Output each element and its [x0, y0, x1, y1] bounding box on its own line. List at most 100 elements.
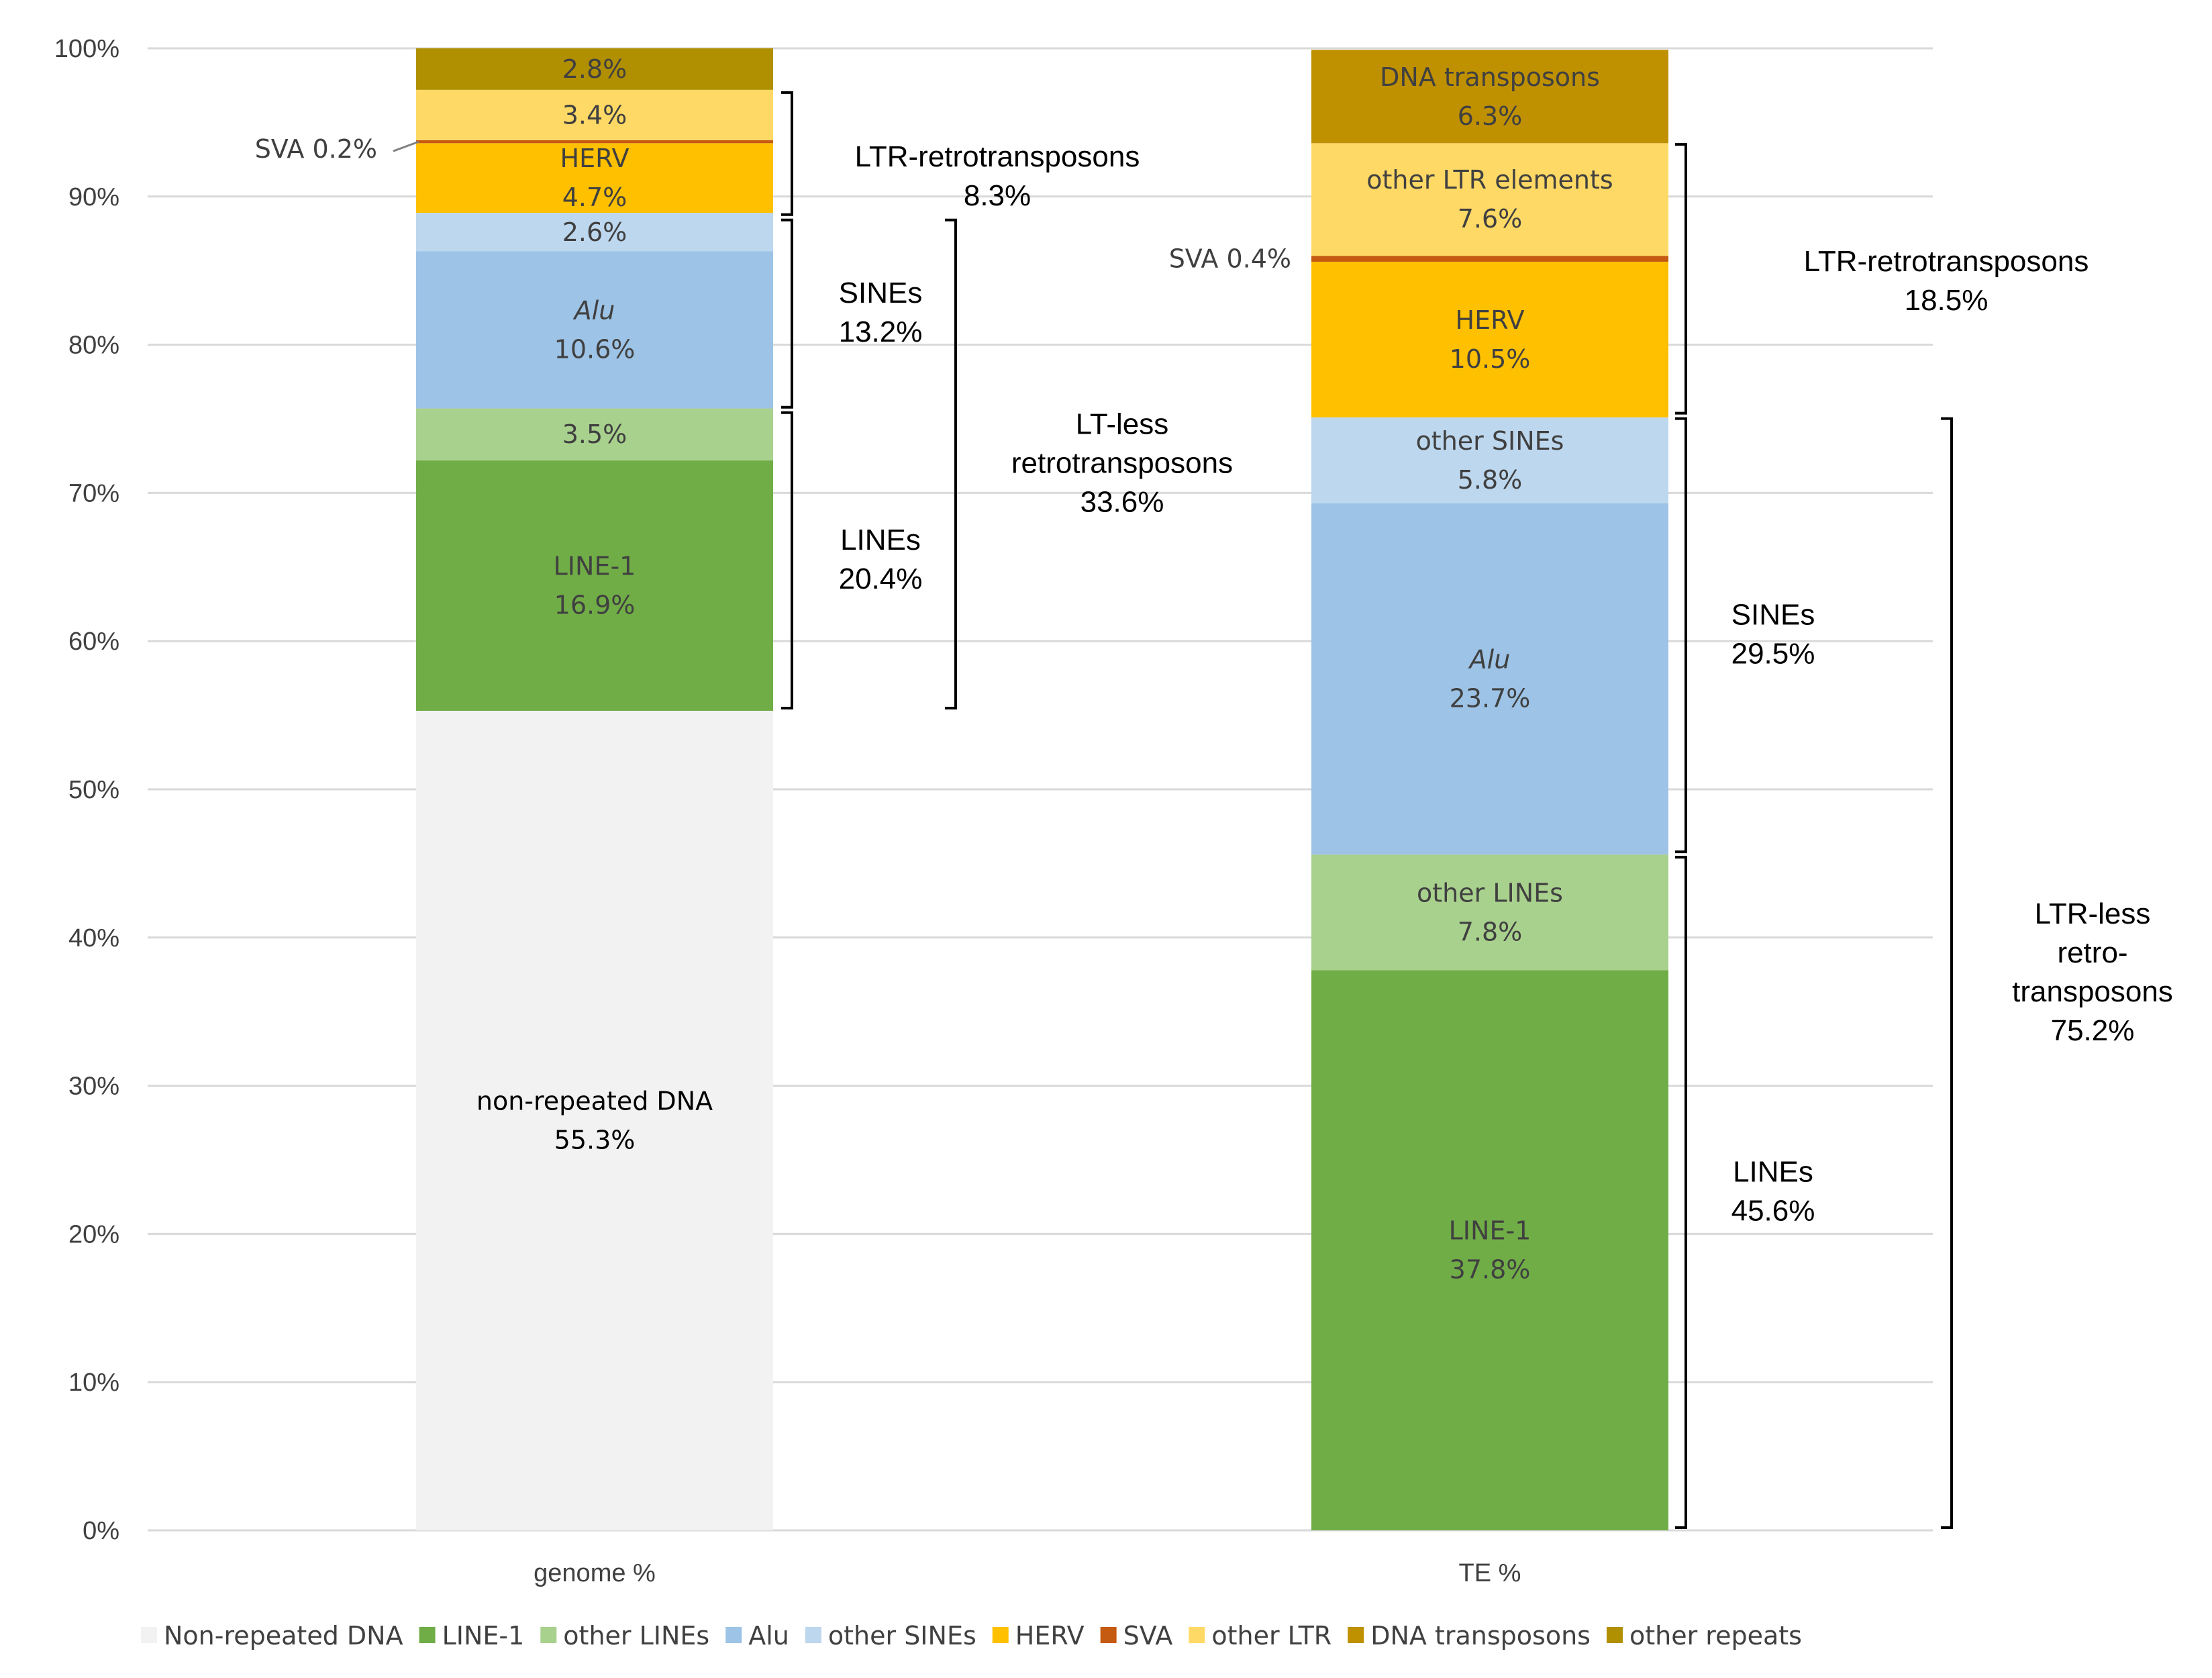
segment-label-line: 6.3% — [1458, 101, 1523, 131]
y-tick-label: 40% — [68, 924, 119, 952]
segment-label-line: 10.6% — [554, 335, 636, 364]
bracket-label-line: 18.5% — [1905, 284, 1989, 317]
bracket-label-line: LTR-retrotransposons — [1804, 245, 2089, 278]
bracket-label-line: 33.6% — [1080, 485, 1164, 518]
legend-label: DNA transposons — [1370, 1621, 1591, 1650]
bracket-label-line: 75.2% — [2051, 1014, 2135, 1047]
y-tick-label: 30% — [68, 1073, 119, 1101]
segment-label-line: 5.8% — [1458, 465, 1523, 495]
legend-label: other LINEs — [563, 1621, 709, 1650]
bar-segment-sva — [1311, 256, 1668, 262]
bar-segment-alu — [1311, 503, 1668, 855]
bracket-line — [781, 91, 793, 216]
legend-swatch — [1100, 1627, 1117, 1643]
bar-segment-herv — [416, 143, 773, 213]
bracket-label: LT-less retrotransposons 33.6% — [1011, 407, 1233, 518]
bracket-label-line: LT-less — [1076, 407, 1169, 440]
segment-label-line: 2.8% — [562, 54, 627, 84]
bracket-label: SINEs 13.2% — [839, 277, 923, 348]
bracket-line — [1675, 143, 1687, 415]
bracket-line — [945, 218, 957, 709]
segment-labels: non-repeated DNA 55.3% LINE-1 16.9% 3.5% Alu 1… — [476, 54, 1613, 1285]
segment-label-line: 16.9% — [554, 590, 636, 620]
segment-label: 3.4% — [562, 100, 627, 130]
bracket-line — [1941, 417, 1953, 1529]
bracket-label-line: 20.4% — [839, 562, 923, 595]
segment-label-line: LINE-1 — [1449, 1216, 1531, 1246]
legend-swatch — [419, 1627, 436, 1643]
bar-segment-line-1 — [416, 460, 773, 711]
bracket-label-line: 45.6% — [1731, 1195, 1815, 1228]
y-tick-label: 70% — [68, 479, 119, 507]
legend-swatch — [725, 1627, 742, 1643]
x-axis: genome % TE % — [534, 1559, 1521, 1587]
bracket-label-line: transposons — [2012, 975, 2173, 1008]
bar-segment-herv — [1311, 261, 1668, 417]
sva-callouts: SVA 0.2% SVA 0.4% — [255, 134, 1291, 273]
segment-label: LINE-1 16.9% — [554, 551, 636, 620]
segment-label-line: 3.4% — [562, 100, 627, 130]
segment-label: Alu 23.7% — [1450, 645, 1531, 713]
segment-label-line: 23.7% — [1450, 684, 1531, 713]
bar-segment-non-repeated-dna — [416, 710, 773, 1530]
segment-label-line: other LTR elements — [1366, 165, 1613, 195]
bracket-label-line: 8.3% — [964, 179, 1031, 212]
sva-callout-label: SVA 0.2% — [255, 134, 377, 164]
bar-segment-other-ltr — [1311, 143, 1668, 256]
segment-label: DNA transposons 6.3% — [1380, 62, 1600, 131]
legend-label: HERV — [1015, 1621, 1085, 1650]
segment-label: Alu 10.6% — [554, 296, 636, 364]
legend-label: other LTR — [1211, 1621, 1331, 1650]
bar-segment-other-repeats — [416, 48, 773, 90]
segment-label-line: HERV — [1456, 305, 1525, 335]
sva-leader-line — [393, 140, 419, 152]
legend: Non-repeated DNA LINE-1 other LINEs Alu othe… — [141, 1621, 1802, 1650]
bracket-line — [1675, 417, 1687, 854]
bar-segment-other-lines — [1311, 854, 1668, 971]
legend-label: other repeats — [1629, 1621, 1802, 1650]
segment-label: other LTR elements 7.6% — [1366, 165, 1613, 234]
y-tick-label: 10% — [68, 1369, 119, 1397]
segment-label-line: 4.7% — [562, 183, 627, 212]
segment-label: other SINEs 5.8% — [1416, 426, 1564, 495]
bracket-label: LTR-retrotransposons 8.3% — [855, 140, 1140, 212]
bracket-label: LINEs 45.6% — [1731, 1156, 1815, 1228]
segment-label: 3.5% — [562, 420, 627, 449]
segment-label-line: HERV — [560, 144, 630, 173]
bracket-label-line: LINEs — [1733, 1156, 1813, 1189]
segment-label-line: 7.8% — [1458, 917, 1523, 946]
bracket-label: SINEs 29.5% — [1731, 598, 1815, 670]
segment-label-line: 55.3% — [554, 1125, 636, 1154]
legend-label: Non-repeated DNA — [164, 1621, 403, 1650]
legend-swatch — [540, 1627, 557, 1643]
x-category-label: TE % — [1459, 1559, 1521, 1587]
bar-segment-other-sines — [1311, 417, 1668, 503]
y-tick-label: 20% — [68, 1220, 119, 1248]
segment-label: LINE-1 37.8% — [1449, 1216, 1531, 1285]
segment-label-line: 2.6% — [562, 217, 627, 247]
legend-label: LINE-1 — [442, 1621, 525, 1650]
bracket-line — [781, 218, 793, 409]
sva-callout-label: SVA 0.4% — [1169, 244, 1291, 274]
legend-label: SVA — [1123, 1621, 1173, 1650]
y-tick-label: 100% — [54, 35, 119, 63]
bracket-label-line: SINEs — [839, 277, 923, 309]
brackets: LTR-retrotransposons 8.3% SINEs 13.2% LINEs 2… — [781, 91, 2173, 1529]
segment-label-line: DNA transposons — [1380, 62, 1600, 92]
bracket-label-line: retro- — [2057, 936, 2127, 969]
bar-segment-line-1 — [1311, 970, 1668, 1530]
bar-segment-sva — [416, 140, 773, 144]
bar-segment-other-lines — [416, 408, 773, 460]
segment-label: HERV 4.7% — [560, 144, 630, 212]
legend-swatch — [805, 1627, 821, 1643]
legend-swatch — [141, 1627, 157, 1643]
legend-swatch — [1189, 1627, 1205, 1643]
bracket-label-line: 29.5% — [1731, 637, 1815, 670]
legend-swatch — [992, 1627, 1009, 1643]
segment-label-line: 37.8% — [1450, 1255, 1531, 1285]
segment-label-line: other SINEs — [1416, 426, 1564, 456]
bar-segment-dna-transposons — [1311, 50, 1668, 144]
bracket-line — [1675, 856, 1687, 1529]
x-category-label: genome % — [534, 1559, 656, 1587]
segment-label-line: other LINEs — [1417, 878, 1563, 907]
